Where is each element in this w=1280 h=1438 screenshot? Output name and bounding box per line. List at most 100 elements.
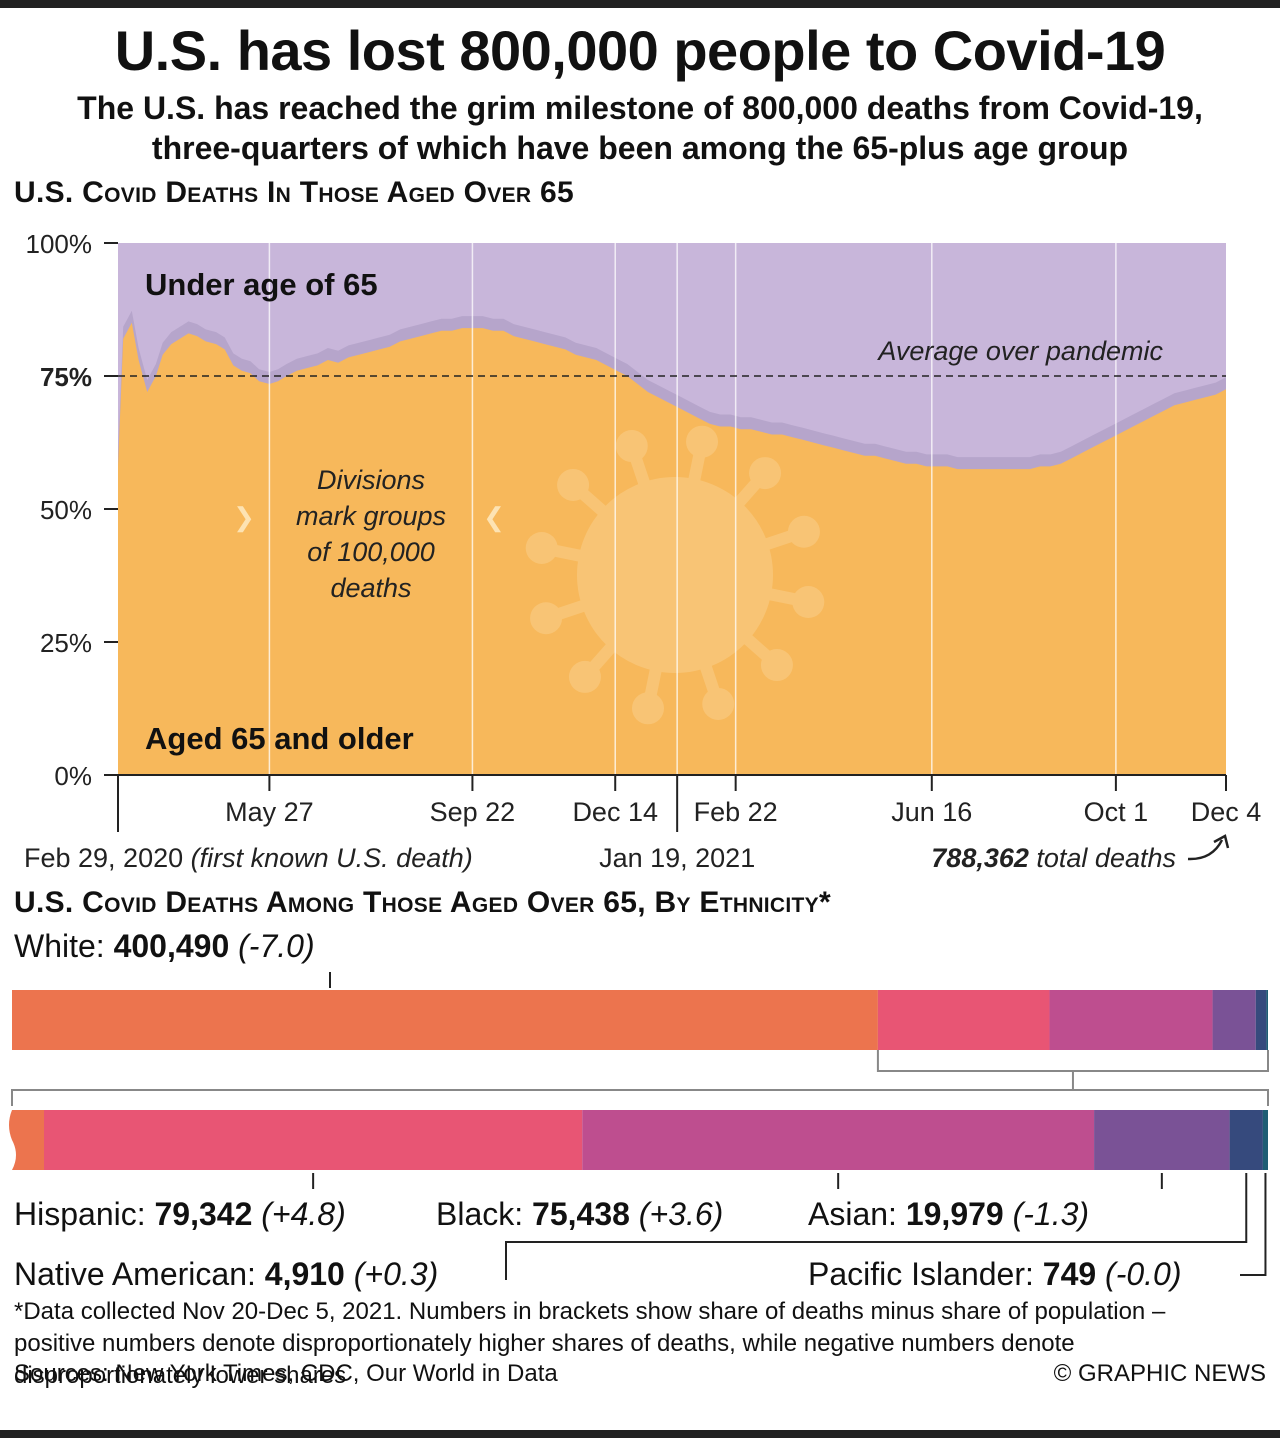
legend-black: Black: 75,438 (+3.6) xyxy=(436,1196,724,1232)
virus-spike-tip xyxy=(568,660,601,693)
ethnicity-bar-chart xyxy=(9,972,1269,1280)
section-title-age: U.S. Covid Deaths In Those Aged Over 65 xyxy=(14,176,574,209)
label-native-american: Native American xyxy=(14,1256,247,1292)
virus-spike xyxy=(644,663,663,700)
y-tick-label: 0% xyxy=(54,761,92,791)
bottom-bar-segment-pacific-islander xyxy=(1262,1110,1268,1170)
zoom-bracket-bottom xyxy=(11,1089,1269,1106)
x-label-jan19: Jan 19, 2021 xyxy=(599,843,755,873)
value-black: 75,438 xyxy=(532,1196,630,1232)
arrow-head-icon xyxy=(1213,834,1230,849)
series-label-under65: Under age of 65 xyxy=(145,267,378,302)
total-deaths-label: 788,362 total deaths xyxy=(931,843,1176,873)
legend-hispanic: Hispanic: 79,342 (+4.8) xyxy=(14,1196,346,1232)
y-tick-label: 25% xyxy=(40,628,92,658)
pacific-islander-leader xyxy=(1240,1173,1267,1276)
virus-spike xyxy=(550,544,587,563)
top-rule xyxy=(0,0,1280,8)
x-tick-label: Sep 22 xyxy=(430,797,516,827)
diff-asian: (-1.3) xyxy=(1012,1196,1090,1232)
series-label-over65: Aged 65 and older xyxy=(145,721,414,756)
chevron-right-icon: ❯ xyxy=(233,502,255,533)
virus-spike-tip xyxy=(557,468,590,501)
bottom-bar-segment-white xyxy=(9,1110,44,1170)
virus-spike-tip xyxy=(530,602,563,635)
over65-area xyxy=(118,322,1226,775)
bottom-bar-segment-hispanic xyxy=(44,1110,583,1170)
y-tick-label: 75% xyxy=(40,362,92,392)
diff-native-american: (+0.3) xyxy=(353,1256,439,1292)
label-black: Black xyxy=(436,1196,515,1232)
virus-illustration xyxy=(525,425,825,725)
total-deaths-value: 788,362 xyxy=(931,843,1036,873)
top-bar-segment-pacific-islander xyxy=(1266,990,1268,1050)
page-title: U.S. has lost 800,000 people to Covid-19 xyxy=(114,19,1166,82)
x-tick-label: Oct 1 xyxy=(1084,797,1149,827)
age-area-chart: 0% 25% 50% 75% 100% May 27 Sep 22 Dec 14 Feb 22 J… xyxy=(24,229,1262,873)
annotation-line: deaths xyxy=(330,573,411,603)
diff-white: (-7.0) xyxy=(238,928,315,964)
top-bar-segment-white xyxy=(12,990,878,1050)
total-deaths-text: total deaths xyxy=(1036,843,1176,873)
y-tick-label: 100% xyxy=(26,229,93,259)
virus-spike xyxy=(587,639,619,674)
y-tick-label: 50% xyxy=(40,495,92,525)
top-bar-segment-black xyxy=(1049,990,1213,1050)
native-american-leader xyxy=(505,1173,1248,1280)
footnote: *Data collected Nov 20-Dec 5, 2021. Numb… xyxy=(14,1298,1166,1389)
virus-spike xyxy=(687,450,706,487)
virus-spike xyxy=(698,660,721,697)
virus-spike-tip xyxy=(749,457,782,490)
diff-pacific-islander: (-0.0) xyxy=(1105,1256,1182,1292)
top-bar-segment-native-american xyxy=(1255,990,1267,1050)
first-death-note: (first known U.S. death) xyxy=(191,843,473,873)
bottom-rule xyxy=(0,1430,1280,1438)
legend-pacific-islander: Pacific Islander: 749 (-0.0) xyxy=(808,1256,1182,1292)
section-title-ethnicity: U.S. Covid Deaths Among Those Aged Over … xyxy=(14,886,831,919)
virus-body xyxy=(577,477,773,673)
x-tick-label: Dec 14 xyxy=(572,797,658,827)
virus-spike-tip xyxy=(631,692,664,725)
label-asian: Asian xyxy=(808,1196,889,1232)
bottom-bar-segment-asian xyxy=(1094,1110,1230,1170)
annotation-line: of 100,000 xyxy=(307,537,435,567)
zoom-bracket-top xyxy=(876,1050,1269,1072)
x-tick-label: Dec 4 xyxy=(1191,797,1262,827)
value-pacific-islander: 749 xyxy=(1042,1256,1097,1292)
x-tick-label: Jun 16 xyxy=(891,797,972,827)
top-bar-segment-hispanic xyxy=(877,990,1050,1050)
first-date-label: Feb 29, 2020 (first known U.S. death) xyxy=(24,843,473,873)
subtitle-line-2: three-quarters of which have been among … xyxy=(151,130,1129,166)
virus-spike-tip xyxy=(760,649,793,682)
subtitle-line-1: The U.S. has reached the grim milestone … xyxy=(77,90,1203,126)
virus-spike xyxy=(739,631,774,663)
x-tick-label: May 27 xyxy=(225,797,314,827)
virus-spike-tip xyxy=(787,515,820,548)
virus-spike-tip xyxy=(525,531,558,564)
legend-native-american: Native American: 4,910 (+0.3) xyxy=(14,1256,439,1292)
virus-spike xyxy=(553,598,590,621)
label-hispanic: Hispanic xyxy=(14,1196,137,1232)
value-white: 400,490 xyxy=(113,928,230,964)
diff-black: (+3.6) xyxy=(638,1196,724,1232)
annotation-line: Divisions xyxy=(317,465,425,495)
virus-spike-tip xyxy=(615,430,648,463)
diff-hispanic: (+4.8) xyxy=(261,1196,346,1232)
annotation-line: mark groups xyxy=(296,501,446,531)
sources: Sources: New York Times, CDC, Our World … xyxy=(14,1360,558,1387)
value-hispanic: 79,342 xyxy=(154,1196,253,1232)
label-pacific-islander: Pacific Islander xyxy=(808,1256,1025,1292)
page-subtitle: The U.S. has reached the grim milestone … xyxy=(0,88,1280,168)
x-label-start: Feb 29, 2020 xyxy=(24,843,191,873)
virus-spike-tip xyxy=(792,586,825,619)
value-native-american: 4,910 xyxy=(264,1256,345,1292)
virus-spike-tip xyxy=(686,425,719,458)
average-line-label: Average over pandemic xyxy=(876,336,1163,366)
legend-white: White: 400,490 (-7.0) xyxy=(14,928,315,964)
value-asian: 19,979 xyxy=(905,1196,1004,1232)
virus-spike xyxy=(576,487,611,519)
virus-spike-tip xyxy=(702,687,735,720)
virus-spike xyxy=(760,529,797,552)
top-bar-segment-asian xyxy=(1212,990,1256,1050)
virus-spike xyxy=(763,587,800,606)
